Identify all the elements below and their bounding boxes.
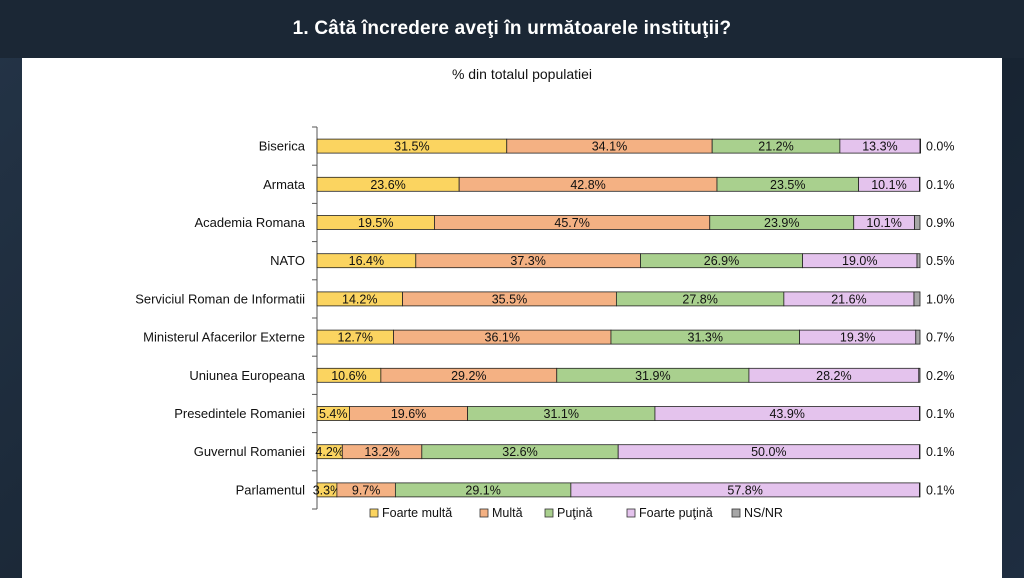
data-label: 23.9% — [764, 216, 799, 230]
bar-segment — [916, 253, 921, 269]
category-label: Guvernul Romaniei — [194, 444, 305, 459]
data-label: 35.5% — [492, 292, 527, 306]
data-label: 37.3% — [510, 254, 545, 268]
data-label: 23.6% — [370, 178, 405, 192]
category-label: NATO — [270, 253, 305, 268]
data-label: 43.9% — [769, 407, 804, 421]
data-label: 10.6% — [331, 369, 366, 383]
data-label: 0.1% — [926, 407, 955, 421]
data-label: 28.2% — [816, 369, 851, 383]
legend-label: Foarte multă — [382, 506, 452, 520]
data-label: 0.2% — [926, 369, 955, 383]
data-label: 34.1% — [592, 140, 627, 154]
data-label: 31.9% — [635, 369, 670, 383]
data-label: 0.1% — [926, 178, 955, 192]
slide-title: 1. Câtă încredere aveţi în următoarele i… — [292, 18, 732, 39]
data-label: 10.1% — [871, 178, 906, 192]
legend-swatch — [544, 508, 554, 518]
bar-segment — [918, 367, 921, 383]
data-label: 14.2% — [342, 292, 377, 306]
category-label: Serviciul Roman de Informatii — [135, 291, 305, 306]
category-label: Academia Romana — [194, 215, 305, 230]
category-label: Presedintele Romaniei — [174, 406, 305, 421]
data-label: 1.0% — [926, 292, 955, 306]
data-label: 27.8% — [682, 292, 717, 306]
data-label: 19.5% — [358, 216, 393, 230]
category-label: Armata — [263, 177, 306, 192]
data-label: 45.7% — [554, 216, 589, 230]
data-label: 0.9% — [926, 216, 955, 230]
data-label: 4.2% — [315, 445, 344, 459]
data-label: 0.7% — [926, 331, 955, 345]
data-label: 21.6% — [831, 292, 866, 306]
data-label: 26.9% — [704, 254, 739, 268]
category-label: Ministerul Afacerilor Externe — [143, 330, 305, 345]
data-label: 0.1% — [926, 483, 955, 497]
data-label: 31.3% — [688, 331, 723, 345]
category-label: Parlamentul — [236, 482, 305, 497]
legend-label: Puţină — [557, 506, 592, 520]
legend-swatch — [626, 508, 636, 518]
bar-segment — [918, 444, 921, 460]
data-label: 12.7% — [338, 331, 373, 345]
data-label: 36.1% — [485, 331, 520, 345]
data-label: 21.2% — [758, 140, 793, 154]
bar-segment — [915, 329, 921, 345]
data-label: 13.3% — [862, 140, 897, 154]
legend-swatch — [479, 508, 489, 518]
data-label: 13.2% — [364, 445, 399, 459]
data-label: 42.8% — [570, 178, 605, 192]
data-label: 29.2% — [451, 369, 486, 383]
data-label: 19.3% — [840, 331, 875, 345]
data-label: 0.0% — [926, 140, 955, 154]
slide-header: 1. Câtă încredere aveţi în următoarele i… — [0, 0, 1024, 58]
data-label: 5.4% — [319, 407, 348, 421]
legend-label: Foarte puţină — [639, 506, 713, 520]
bar-segment — [913, 291, 921, 307]
data-label: 0.5% — [926, 254, 955, 268]
category-label: Biserica — [259, 139, 306, 154]
legend-label: Multă — [492, 506, 523, 520]
data-label: 50.0% — [751, 445, 786, 459]
bar-segment — [919, 138, 922, 154]
data-label: 19.6% — [391, 407, 426, 421]
data-label: 31.1% — [544, 407, 579, 421]
data-label: 57.8% — [727, 483, 762, 497]
legend-swatch — [369, 508, 379, 518]
data-label: 0.1% — [926, 445, 955, 459]
legend-swatch — [731, 508, 741, 518]
chart-title: % din totalul populatiei — [451, 66, 593, 82]
data-label: 3.3% — [313, 483, 342, 497]
data-label: 31.5% — [394, 140, 429, 154]
data-label: 16.4% — [349, 254, 384, 268]
bar-segment — [918, 482, 921, 498]
legend-label: NS/NR — [744, 506, 783, 520]
data-label: 10.1% — [866, 216, 901, 230]
data-label: 19.0% — [842, 254, 877, 268]
bar-segment — [914, 215, 921, 230]
data-label: 9.7% — [352, 483, 381, 497]
data-label: 29.1% — [465, 483, 500, 497]
data-label: 32.6% — [502, 445, 537, 459]
category-label: Uniunea Europeana — [189, 368, 305, 383]
bar-segment — [918, 406, 921, 421]
data-label: 23.5% — [770, 178, 805, 192]
bar-segment — [918, 176, 921, 192]
